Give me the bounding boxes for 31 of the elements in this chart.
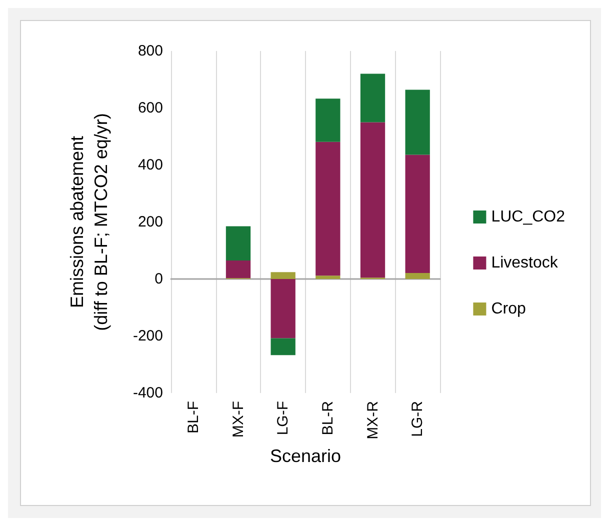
legend-label: Livestock bbox=[491, 254, 559, 272]
bar bbox=[270, 272, 296, 279]
bar bbox=[270, 279, 296, 338]
y-tick-label: 800 bbox=[138, 42, 163, 60]
y-tick-label: -400 bbox=[132, 384, 163, 402]
y-axis-title: Emissions abatement (diff to BL-F; MTCO2 eq/yr) bbox=[67, 113, 111, 331]
x-tick-label: LG-R bbox=[409, 400, 426, 437]
bar bbox=[226, 260, 251, 278]
bar bbox=[316, 142, 340, 276]
bar bbox=[226, 226, 251, 260]
bar bbox=[316, 276, 340, 279]
x-axis-title: Scenario bbox=[270, 446, 342, 466]
bar bbox=[270, 338, 296, 356]
y-tick-label: -200 bbox=[132, 328, 163, 344]
bar bbox=[405, 90, 430, 155]
y-tick-label: 200 bbox=[138, 214, 163, 230]
x-tick-label: MX-R bbox=[364, 400, 382, 440]
y-tick-label: 400 bbox=[138, 156, 163, 174]
bar bbox=[405, 273, 430, 279]
bar bbox=[316, 98, 340, 142]
bar bbox=[360, 74, 386, 122]
x-tick-label: BL-F bbox=[184, 401, 202, 434]
legend-label: Crop bbox=[491, 300, 526, 318]
bar bbox=[360, 122, 386, 278]
bar bbox=[405, 154, 430, 274]
x-tick-label: LG-F bbox=[274, 401, 292, 436]
x-tick-label: MX-F bbox=[230, 401, 247, 438]
x-tick-label: BL-R bbox=[319, 400, 336, 436]
y-tick-label: 0 bbox=[154, 270, 163, 288]
legend-label: LUC_CO2 bbox=[491, 208, 566, 226]
y-tick-label: 600 bbox=[138, 100, 163, 116]
